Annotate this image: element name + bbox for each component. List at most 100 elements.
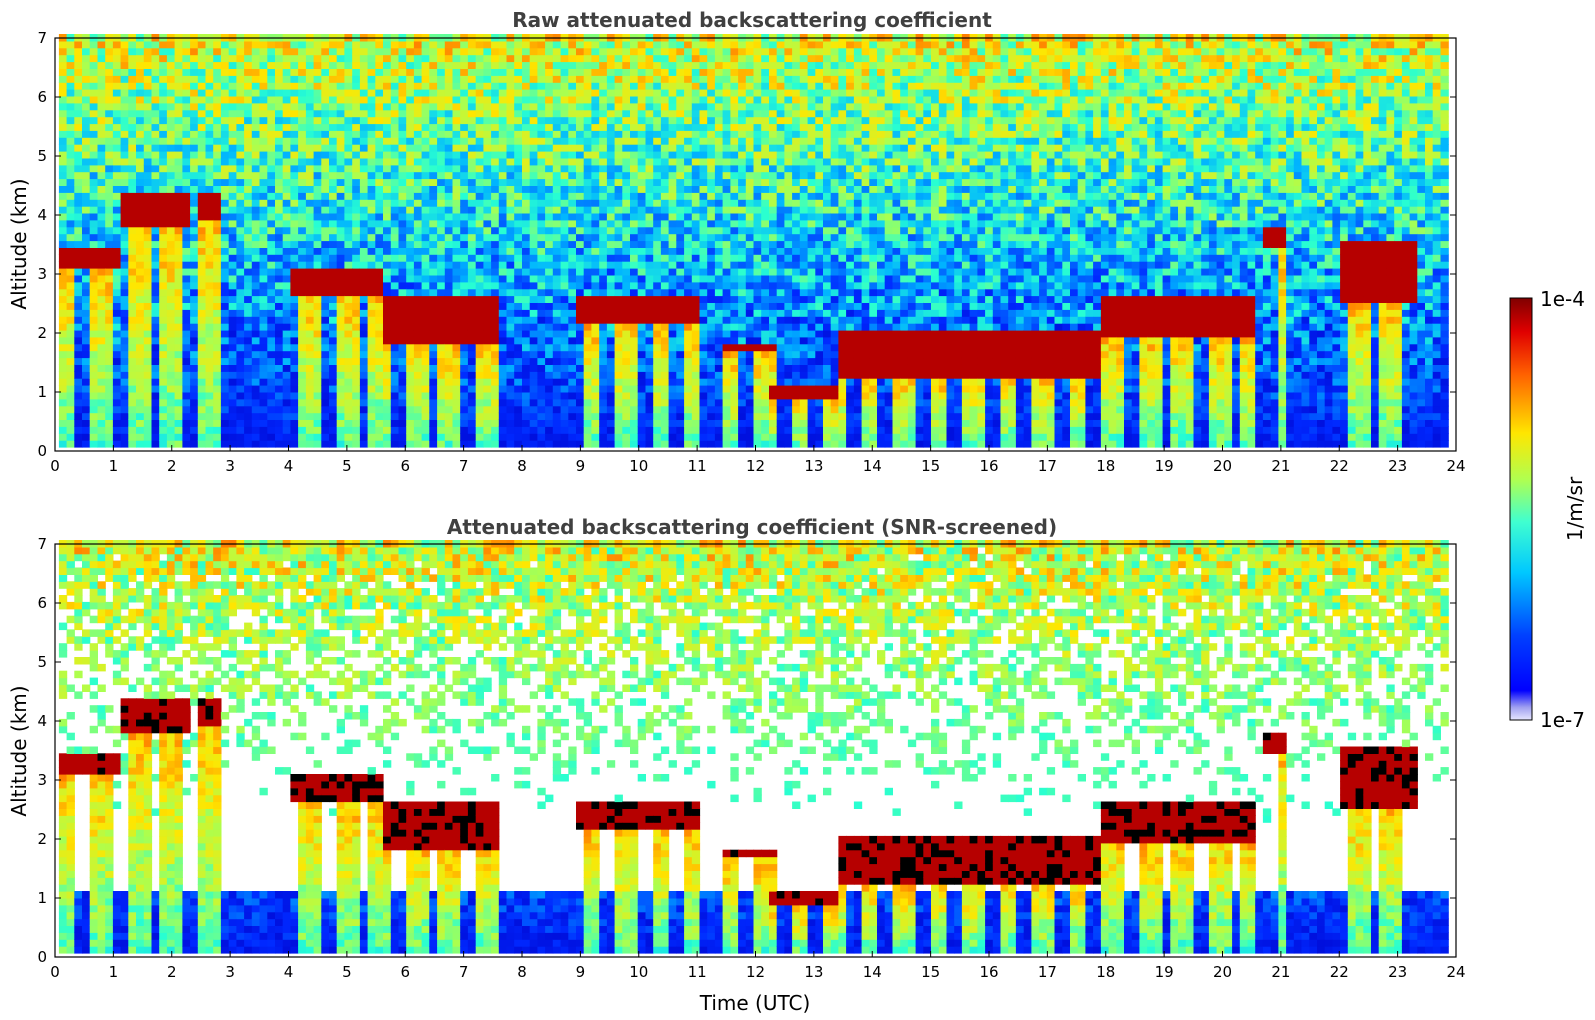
heatmap-cell xyxy=(413,433,423,441)
heatmap-cell xyxy=(583,151,592,159)
heatmap-cell xyxy=(645,329,654,338)
heatmap-cell xyxy=(498,240,508,248)
heatmap-cell xyxy=(522,281,531,290)
heatmap-cell xyxy=(560,378,569,386)
heatmap-cell xyxy=(568,199,577,207)
heatmap-cell xyxy=(166,151,176,159)
heatmap-cell xyxy=(112,130,122,138)
heatmap-cell xyxy=(236,343,245,352)
heatmap-cell xyxy=(406,47,415,56)
heatmap-cell xyxy=(583,405,592,414)
heatmap-cell xyxy=(197,219,207,228)
heatmap-cell xyxy=(614,40,623,49)
heatmap-cell xyxy=(668,206,677,214)
heatmap-cell xyxy=(89,364,98,372)
heatmap-cell xyxy=(475,426,484,434)
heatmap-cell xyxy=(529,274,538,283)
heatmap-cell xyxy=(213,40,222,49)
heatmap-cell xyxy=(630,240,639,248)
heatmap-cell xyxy=(537,398,546,407)
heatmap-cell xyxy=(298,206,307,214)
heatmap-cell xyxy=(58,54,68,63)
heatmap-cell xyxy=(298,109,307,118)
heatmap-cell xyxy=(82,357,91,365)
heatmap-cell xyxy=(375,371,384,379)
heatmap-cell xyxy=(606,240,616,248)
heatmap-cell xyxy=(336,323,345,331)
heatmap-cell xyxy=(228,398,237,407)
heatmap-cell xyxy=(522,199,531,207)
heatmap-cell xyxy=(159,75,168,83)
heatmap-cell xyxy=(691,47,701,56)
heatmap-cell xyxy=(506,130,515,138)
heatmap-cell xyxy=(58,385,68,393)
heatmap-cell xyxy=(282,212,291,221)
heatmap-cell xyxy=(522,226,531,235)
heatmap-cell xyxy=(560,137,569,145)
heatmap-cell xyxy=(220,226,230,235)
heatmap-cell xyxy=(691,206,701,214)
heatmap-cell xyxy=(197,199,207,207)
heatmap-cell xyxy=(251,233,261,242)
heatmap-cell xyxy=(329,82,338,90)
heatmap-cell xyxy=(383,233,392,242)
heatmap-cell xyxy=(105,212,114,221)
heatmap-cell xyxy=(344,82,353,90)
heatmap-cell xyxy=(645,219,654,228)
heatmap-cell xyxy=(190,102,199,111)
heatmap-cell xyxy=(58,82,68,90)
heatmap-cell xyxy=(413,219,423,228)
heatmap-cell xyxy=(467,288,477,297)
heatmap-cell xyxy=(166,419,176,427)
heatmap-cell xyxy=(89,323,98,331)
heatmap-cell xyxy=(645,75,654,83)
heatmap-cell xyxy=(383,164,392,173)
heatmap-cell xyxy=(568,123,577,131)
heatmap-cell xyxy=(190,137,199,145)
heatmap-cell xyxy=(413,350,423,359)
heatmap-cell xyxy=(491,254,500,262)
heatmap-cell xyxy=(568,405,577,414)
heatmap-cell xyxy=(375,268,384,276)
heatmap-cell xyxy=(97,75,106,83)
heatmap-cell xyxy=(622,254,631,262)
heatmap-cell xyxy=(437,164,446,173)
heatmap-cell xyxy=(522,309,531,317)
heatmap-cell xyxy=(151,261,160,269)
heatmap-cell xyxy=(630,274,639,283)
heatmap-cell xyxy=(305,309,315,317)
heatmap-cell xyxy=(560,364,569,372)
heatmap-cell xyxy=(228,385,237,393)
heatmap-cell xyxy=(174,240,183,248)
heatmap-cell xyxy=(236,137,245,145)
heatmap-cell xyxy=(321,323,330,331)
heatmap-cell xyxy=(406,151,415,159)
heatmap-cell xyxy=(529,199,538,207)
heatmap-cell xyxy=(552,350,562,359)
heatmap-cell xyxy=(74,82,83,90)
heatmap-cell xyxy=(151,151,160,159)
heatmap-cell xyxy=(236,391,245,400)
heatmap-cell xyxy=(413,343,423,352)
heatmap-cell xyxy=(437,385,446,393)
heatmap-cell xyxy=(66,151,75,159)
heatmap-cell xyxy=(506,75,515,83)
heatmap-cell xyxy=(398,54,407,63)
heatmap-cell xyxy=(159,323,168,331)
heatmap-cell xyxy=(236,144,245,152)
heatmap-cell xyxy=(560,254,569,262)
heatmap-cell xyxy=(660,254,670,262)
heatmap-cell xyxy=(166,433,176,441)
heatmap-cell xyxy=(483,164,492,173)
heatmap-cell xyxy=(236,247,245,255)
heatmap-cell xyxy=(560,226,569,235)
heatmap-cell xyxy=(630,212,639,221)
heatmap-cell xyxy=(421,426,430,434)
heatmap-cell xyxy=(197,426,207,434)
heatmap-cell xyxy=(413,329,423,338)
heatmap-cell xyxy=(290,212,299,221)
heatmap-cell xyxy=(344,199,353,207)
heatmap-cell xyxy=(691,426,701,434)
heatmap-cell xyxy=(421,350,430,359)
heatmap-cell xyxy=(336,151,345,159)
